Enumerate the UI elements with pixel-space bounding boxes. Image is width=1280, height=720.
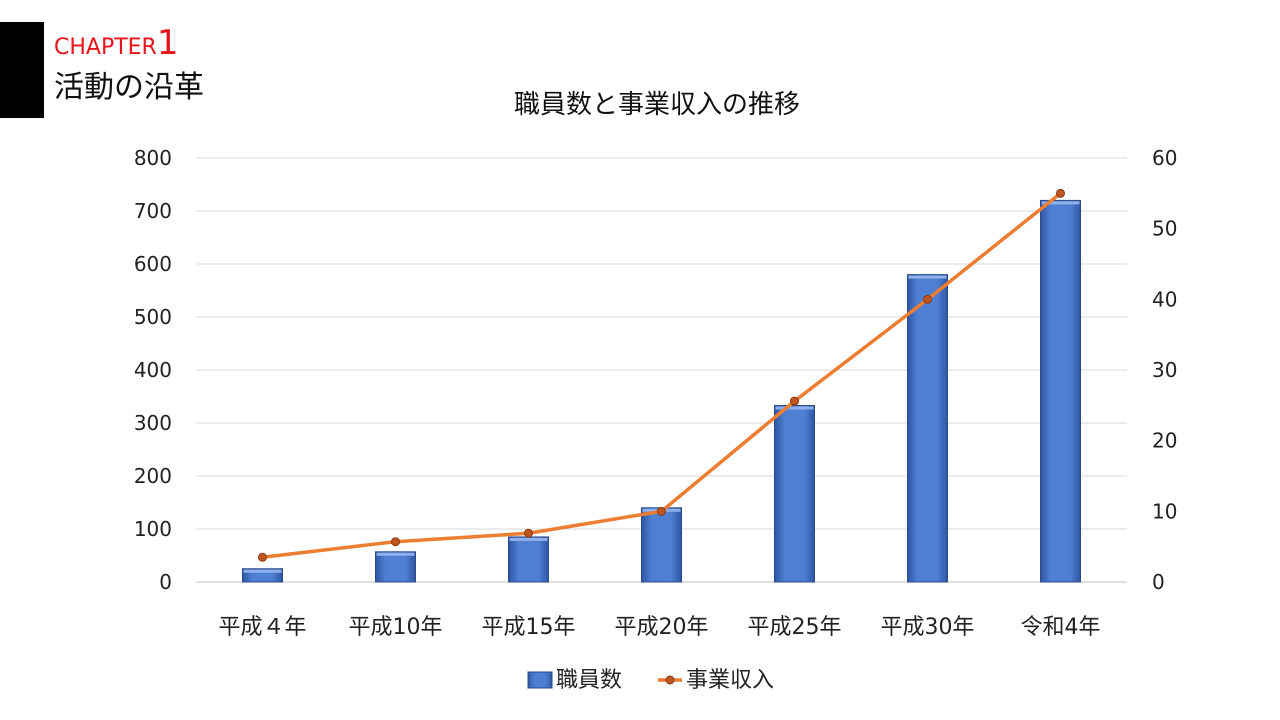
line-point	[657, 506, 666, 516]
line-point	[258, 552, 267, 562]
chapter-label: CHAPTER1	[54, 23, 179, 63]
y-right-tick-label: 0	[1152, 570, 1165, 594]
bar-top-highlight	[376, 552, 415, 556]
y-left-tick-label: 800	[134, 146, 172, 170]
bar-top-highlight	[1041, 201, 1080, 205]
y-right-tick-label: 20	[1152, 429, 1177, 453]
y-right-tick-label: 60	[1152, 146, 1177, 170]
bar	[641, 507, 682, 583]
y-left-tick-label: 100	[134, 517, 172, 541]
bar-top-highlight	[775, 406, 814, 410]
legend-line-marker	[665, 675, 675, 685]
y-left-tick-label: 400	[134, 358, 172, 382]
chapter-number: 1	[156, 23, 179, 63]
line-point	[1056, 188, 1065, 198]
y-left-tick-label: 300	[134, 411, 172, 435]
line-point	[790, 396, 799, 406]
bar-top-highlight	[509, 537, 548, 541]
y-left-tick-label: 200	[134, 464, 172, 488]
x-tick-label: 平成10年	[349, 615, 443, 640]
y-left-tick-label: 500	[134, 305, 172, 329]
x-tick-label: 平成４年	[218, 615, 306, 640]
line-point	[524, 528, 533, 538]
legend-line-label: 事業収入	[686, 668, 774, 693]
x-tick-label: 平成30年	[881, 615, 975, 640]
bar	[774, 405, 815, 583]
gridlines	[196, 157, 1127, 583]
y-right-tick-label: 30	[1152, 358, 1177, 382]
y-right-tick-label: 10	[1152, 499, 1177, 523]
section-title: 活動の沿革	[54, 70, 204, 105]
y-right-tick-label: 50	[1152, 217, 1177, 241]
line-point	[923, 294, 932, 304]
axis-labels: 0 100 200 300 400 500 600 700 800 0 10 20 30 40 50 60 平成…	[134, 146, 1178, 640]
x-tick-label: 令和4年	[1021, 615, 1101, 640]
bar-top-highlight	[243, 569, 282, 573]
bar	[1040, 199, 1081, 583]
bar	[508, 536, 549, 583]
title-accent-bar	[0, 22, 44, 118]
bar-top-highlight	[908, 275, 947, 279]
chart-title: 職員数と事業収入の推移	[514, 90, 800, 120]
y-left-tick-label: 0	[159, 570, 172, 594]
x-tick-label: 平成25年	[748, 615, 842, 640]
y-left-tick-label: 600	[134, 252, 172, 276]
legend: 職員数 事業収入	[527, 668, 774, 693]
bar	[375, 551, 416, 583]
x-tick-label: 平成15年	[482, 615, 576, 640]
bar-series	[242, 199, 1081, 583]
legend-bar-swatch	[527, 671, 553, 689]
bar	[907, 274, 948, 583]
line-series	[258, 188, 1065, 562]
x-tick-label: 平成20年	[615, 615, 709, 640]
y-left-tick-label: 700	[134, 199, 172, 223]
line-point	[391, 537, 400, 547]
slide-header: CHAPTER1 活動の沿革	[54, 26, 204, 106]
legend-bar-label: 職員数	[556, 668, 622, 693]
y-right-tick-label: 40	[1152, 287, 1177, 311]
